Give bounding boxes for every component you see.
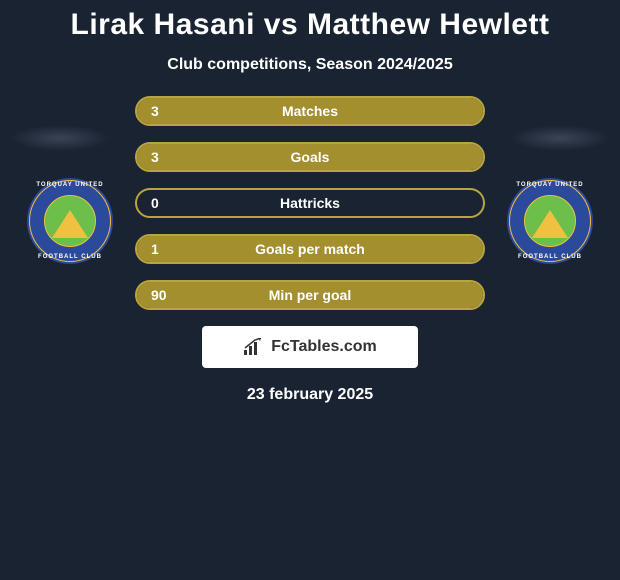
player-shadow-left (10, 125, 110, 151)
comparison-card: Lirak Hasani vs Matthew Hewlett Club com… (0, 0, 620, 404)
stat-row: 0Hattricks (135, 188, 485, 218)
date-text: 23 february 2025 (0, 386, 620, 404)
badge-text-top: TORQUAY UNITED (507, 182, 593, 188)
chart-icon (243, 338, 265, 356)
stat-label: Goals per match (137, 241, 483, 257)
subtitle: Club competitions, Season 2024/2025 (0, 56, 620, 74)
brand-box[interactable]: FcTables.com (202, 326, 418, 368)
stat-row: 90Min per goal (135, 280, 485, 310)
stat-row: 1Goals per match (135, 234, 485, 264)
club-badge-left: TORQUAY UNITED FOOTBALL CLUB (27, 178, 113, 264)
stat-label: Goals (137, 149, 483, 165)
club-badge-right: TORQUAY UNITED FOOTBALL CLUB (507, 178, 593, 264)
badge-text-bottom: FOOTBALL CLUB (27, 254, 113, 260)
brand-text: FcTables.com (271, 338, 377, 356)
stat-label: Hattricks (137, 195, 483, 211)
page-title: Lirak Hasani vs Matthew Hewlett (0, 8, 620, 42)
badge-text-top: TORQUAY UNITED (27, 182, 113, 188)
stat-label: Min per goal (137, 287, 483, 303)
stat-row: 3Matches (135, 96, 485, 126)
player-shadow-right (510, 125, 610, 151)
stat-row: 3Goals (135, 142, 485, 172)
stat-label: Matches (137, 103, 483, 119)
badge-text-bottom: FOOTBALL CLUB (507, 254, 593, 260)
stats-list: 3Matches 3Goals 0Hattricks 1Goals per match… (135, 96, 485, 310)
